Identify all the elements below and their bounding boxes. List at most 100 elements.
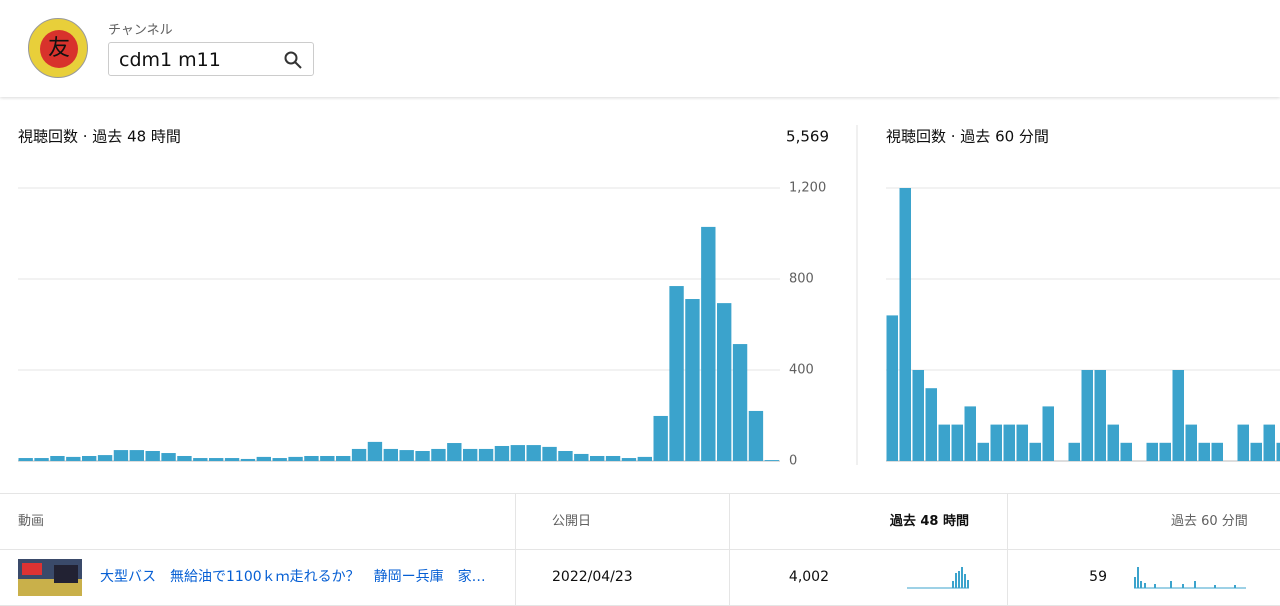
chart-total: 5,569 bbox=[786, 128, 829, 146]
separator bbox=[1007, 550, 1008, 605]
bar bbox=[1121, 443, 1133, 461]
bar bbox=[66, 457, 80, 461]
bar bbox=[965, 406, 977, 461]
chart-60m bbox=[886, 188, 1280, 461]
bar bbox=[304, 456, 318, 461]
header-cell[interactable]: 過去 60 分間 bbox=[1171, 494, 1248, 549]
bar bbox=[19, 458, 33, 461]
header-cell[interactable]: 過去 48 時間 bbox=[890, 494, 969, 549]
separator bbox=[515, 550, 516, 605]
chart-title: 視聴回数 · 過去 48 時間 bbox=[18, 128, 181, 146]
bar bbox=[1212, 443, 1224, 461]
bar bbox=[606, 456, 620, 461]
bar bbox=[1199, 443, 1211, 461]
bar bbox=[991, 425, 1003, 461]
thumbnail[interactable] bbox=[18, 559, 82, 596]
chart-48h: 0 400 800 1,200 bbox=[18, 181, 826, 469]
bar bbox=[978, 443, 990, 461]
bar bbox=[384, 449, 398, 461]
bar bbox=[654, 416, 668, 461]
bar bbox=[98, 455, 112, 461]
bar bbox=[669, 286, 683, 461]
bar bbox=[1160, 443, 1172, 461]
bar bbox=[926, 388, 938, 461]
bar bbox=[161, 453, 175, 461]
bar bbox=[913, 370, 925, 461]
bar bbox=[479, 449, 493, 461]
bar bbox=[193, 458, 207, 461]
y-tick-label: 1,200 bbox=[789, 181, 826, 196]
bar bbox=[717, 303, 731, 461]
bar bbox=[939, 425, 951, 461]
bar bbox=[257, 457, 271, 461]
bar bbox=[685, 299, 699, 461]
bar bbox=[1030, 443, 1042, 461]
bar bbox=[1004, 425, 1016, 461]
bar bbox=[542, 447, 556, 461]
bar bbox=[733, 344, 747, 461]
bar bbox=[1238, 425, 1250, 461]
bar bbox=[415, 451, 429, 461]
bar bbox=[765, 460, 779, 461]
bar bbox=[368, 442, 382, 461]
bar bbox=[225, 458, 239, 461]
table-header: 動画 公開日 過去 48 時間 過去 60 分間 bbox=[0, 494, 1280, 550]
bar bbox=[1017, 425, 1029, 461]
separator bbox=[1007, 494, 1008, 549]
y-tick-label: 0 bbox=[789, 454, 797, 469]
bar bbox=[495, 446, 509, 461]
separator bbox=[729, 494, 730, 549]
bar bbox=[177, 456, 191, 461]
video-title[interactable]: 大型バス 無給油で1100ｋｍ走れるか？ 静岡ー兵庫 家… bbox=[100, 550, 486, 605]
bar bbox=[352, 449, 366, 461]
bar bbox=[1043, 406, 1055, 461]
bar bbox=[1069, 443, 1081, 461]
bar bbox=[952, 425, 964, 461]
bar bbox=[431, 449, 445, 461]
bar bbox=[82, 456, 96, 461]
bar bbox=[527, 445, 541, 461]
bar bbox=[558, 451, 572, 461]
charts: 視聴回数 · 過去 48 時間 5,569 視聴回数 · 過去 60 分間 0 4… bbox=[0, 0, 1280, 493]
bar bbox=[511, 445, 525, 461]
bar bbox=[336, 456, 350, 461]
bar bbox=[1147, 443, 1159, 461]
bar bbox=[638, 457, 652, 461]
header-cell[interactable]: 公開日 bbox=[552, 494, 591, 549]
bar bbox=[146, 451, 160, 461]
table-row[interactable]: 大型バス 無給油で1100ｋｍ走れるか？ 静岡ー兵庫 家… 2022/04/23… bbox=[0, 550, 1280, 606]
separator bbox=[729, 550, 730, 605]
sparkline bbox=[907, 565, 969, 589]
bar bbox=[447, 443, 461, 461]
bar bbox=[288, 457, 302, 461]
y-tick-label: 800 bbox=[789, 272, 814, 287]
bar bbox=[209, 458, 223, 461]
bar bbox=[574, 454, 588, 461]
bar bbox=[34, 458, 48, 461]
publish-date: 2022/04/23 bbox=[552, 550, 633, 605]
bar bbox=[622, 458, 636, 461]
separator bbox=[515, 494, 516, 549]
y-tick-label: 400 bbox=[789, 363, 814, 378]
bar bbox=[463, 449, 477, 461]
views-60m: 59 bbox=[1089, 550, 1107, 605]
views-48h: 4,002 bbox=[789, 550, 829, 605]
bar bbox=[701, 227, 715, 461]
table: 動画 公開日 過去 48 時間 過去 60 分間 大型バス 無給油で1100ｋｍ… bbox=[0, 493, 1280, 606]
bar bbox=[273, 458, 287, 461]
bar bbox=[130, 450, 144, 461]
bar bbox=[114, 450, 128, 461]
bar bbox=[1082, 370, 1094, 461]
chart-title: 視聴回数 · 過去 60 分間 bbox=[886, 128, 1049, 146]
bar bbox=[400, 450, 414, 461]
bar bbox=[320, 456, 334, 461]
header-cell: 動画 bbox=[18, 494, 44, 549]
bar bbox=[1264, 425, 1276, 461]
bar bbox=[1186, 425, 1198, 461]
bar bbox=[900, 188, 912, 461]
bar bbox=[1108, 425, 1120, 461]
bar bbox=[241, 459, 255, 461]
bar bbox=[1095, 370, 1107, 461]
sparkline bbox=[1134, 565, 1246, 589]
